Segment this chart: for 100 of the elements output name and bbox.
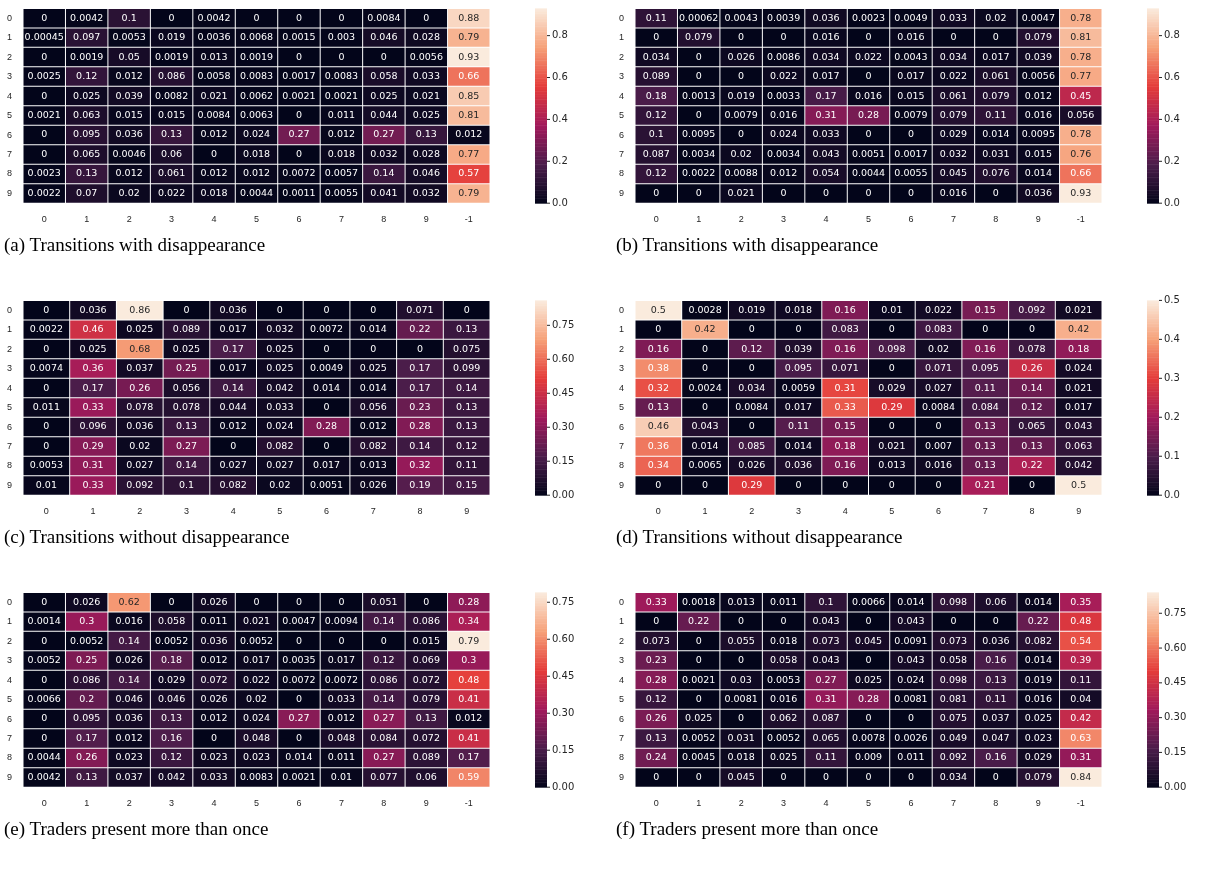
data-label: 0 bbox=[950, 31, 957, 43]
data-label: 0 bbox=[295, 11, 302, 23]
data-label: 0.039 bbox=[115, 89, 143, 101]
data-label: 0.14 bbox=[1021, 381, 1043, 393]
data-label: 0.022 bbox=[242, 673, 271, 685]
data-label: 0.011 bbox=[327, 109, 356, 121]
data-label: 0.031 bbox=[727, 731, 755, 743]
data-label: 0.66 bbox=[458, 70, 480, 82]
data-label: 0.0052 bbox=[682, 731, 716, 743]
y-tick-label: 0 bbox=[618, 304, 625, 315]
data-label: 0.017 bbox=[219, 362, 247, 374]
data-label: 0 bbox=[823, 186, 830, 198]
data-label: 0.48 bbox=[1070, 615, 1092, 627]
x-tick-label: 7 bbox=[982, 506, 988, 517]
data-label: 0 bbox=[41, 50, 48, 62]
data-label: 0.0086 bbox=[766, 50, 801, 62]
data-label: 0.33 bbox=[82, 401, 104, 413]
data-label: 0.044 bbox=[370, 109, 398, 121]
data-label: 0.034 bbox=[939, 50, 968, 62]
data-label: 0.02 bbox=[245, 693, 268, 705]
text: (b) Transitions with disappearance bbox=[616, 234, 880, 256]
data-label: 0.041 bbox=[370, 186, 398, 198]
data-label: 0.037 bbox=[115, 770, 143, 782]
data-label: 0.13 bbox=[456, 401, 478, 413]
data-label: 0 bbox=[1028, 478, 1035, 490]
data-label: 0 bbox=[992, 615, 999, 627]
data-label: 0 bbox=[323, 303, 330, 315]
data-label: 0.061 bbox=[157, 167, 186, 179]
y-tick-label: 3 bbox=[6, 71, 13, 82]
data-label: 0.02 bbox=[927, 342, 950, 354]
data-label: 0.28 bbox=[315, 420, 338, 432]
data-label: 0.00045 bbox=[24, 31, 64, 43]
data-label: 0.12 bbox=[161, 751, 183, 763]
data-label: 0.07 bbox=[76, 186, 98, 198]
data-label: 0 bbox=[695, 770, 702, 782]
data-label: 0.11 bbox=[1070, 673, 1092, 685]
y-tick-label: 6 bbox=[618, 129, 625, 140]
y-tick-label: 9 bbox=[618, 479, 625, 490]
data-label: 0.022 bbox=[939, 70, 968, 82]
data-label: 0.0014 bbox=[27, 615, 61, 627]
data-label: 0 bbox=[323, 401, 330, 413]
x-tick-label: 3 bbox=[169, 214, 175, 225]
data-label: 0.026 bbox=[115, 654, 143, 666]
data-label: 0.0021 bbox=[282, 770, 316, 782]
data-label: 0.018 bbox=[327, 147, 356, 159]
data-label: 0.0028 bbox=[688, 303, 722, 315]
color-bar-label: 0.3 bbox=[1164, 371, 1180, 383]
color-bar-label: 0.75 bbox=[1164, 606, 1187, 618]
data-label: 0.28 bbox=[857, 693, 880, 705]
data-label: 0.025 bbox=[266, 342, 294, 354]
data-label: 0.0023 bbox=[851, 11, 886, 23]
data-label: 0.028 bbox=[412, 31, 440, 43]
data-label: 0.032 bbox=[370, 147, 398, 159]
data-label: 0.13 bbox=[76, 770, 98, 782]
data-label: 0.02 bbox=[118, 186, 140, 198]
data-label: 0.077 bbox=[370, 770, 398, 782]
data-label: 0.0049 bbox=[894, 11, 928, 23]
data-label: 0.084 bbox=[370, 731, 398, 743]
y-tick-label: 6 bbox=[6, 713, 13, 724]
data-label: 0.2 bbox=[79, 693, 95, 705]
data-label: 0.0045 bbox=[682, 751, 716, 763]
data-label: 0 bbox=[295, 50, 302, 62]
data-label: 0.15 bbox=[834, 420, 856, 432]
data-label: 0.23 bbox=[409, 401, 431, 413]
data-label: 0.0094 bbox=[324, 615, 359, 627]
data-label: 0.063 bbox=[1065, 439, 1093, 451]
data-label: 0.5 bbox=[1071, 478, 1087, 490]
data-label: 0.14 bbox=[222, 381, 244, 393]
data-label: 0.0053 bbox=[112, 31, 146, 43]
data-label: 0.93 bbox=[1070, 186, 1092, 198]
data-label: 0.036 bbox=[200, 634, 228, 646]
data-label: 0.86 bbox=[129, 303, 151, 315]
y-tick-label: 9 bbox=[618, 771, 625, 782]
y-tick-label: 9 bbox=[6, 187, 13, 198]
data-label: 0.1 bbox=[818, 595, 834, 607]
data-label: 0.0052 bbox=[154, 634, 189, 646]
data-label: 0.012 bbox=[200, 128, 228, 140]
data-label: 0 bbox=[295, 109, 302, 121]
x-tick-label: 0 bbox=[43, 506, 49, 517]
data-label: 0.029 bbox=[157, 673, 186, 685]
data-label: 0.073 bbox=[812, 634, 840, 646]
data-label: 0.17 bbox=[82, 381, 104, 393]
data-label: 0.022 bbox=[854, 50, 883, 62]
data-label: 0.054 bbox=[812, 167, 840, 179]
color-bar-label: 0.2 bbox=[1164, 154, 1180, 166]
data-label: 0.0022 bbox=[29, 323, 63, 335]
y-tick-label: 7 bbox=[618, 148, 625, 159]
data-label: 0.082 bbox=[359, 439, 387, 451]
y-tick-label: 5 bbox=[618, 110, 625, 121]
x-tick-label: 6 bbox=[908, 798, 914, 809]
x-tick-label: 8 bbox=[381, 214, 387, 225]
data-label: 0.069 bbox=[412, 654, 440, 666]
data-label: 0.11 bbox=[787, 420, 810, 432]
data-label: 0.032 bbox=[412, 186, 440, 198]
y-tick-label: 3 bbox=[6, 655, 13, 666]
color-bar-label: 0.45 bbox=[1164, 676, 1187, 688]
color-bar-label: 0.0 bbox=[552, 196, 568, 208]
data-label: 0 bbox=[295, 147, 302, 159]
x-tick-label: 5 bbox=[865, 798, 872, 809]
data-label: 0.033 bbox=[200, 770, 228, 782]
